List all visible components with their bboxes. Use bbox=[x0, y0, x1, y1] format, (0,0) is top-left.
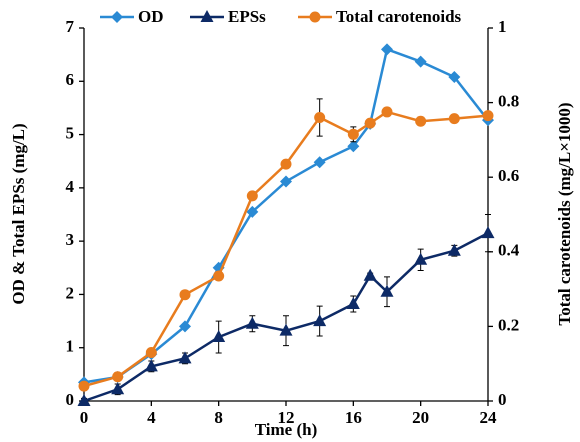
marker bbox=[77, 394, 91, 406]
marker bbox=[313, 314, 327, 327]
marker bbox=[280, 175, 292, 188]
legend-label: Total carotenoids bbox=[336, 7, 462, 26]
x-tick-label: 12 bbox=[278, 408, 295, 427]
marker bbox=[145, 347, 157, 359]
marker bbox=[313, 156, 326, 169]
marker bbox=[178, 351, 192, 364]
y-axis-label: OD & Total EPSs (mg/L) bbox=[9, 123, 28, 304]
marker bbox=[212, 330, 226, 343]
y2-tick-label: 1 bbox=[498, 17, 507, 36]
y-tick-label: 6 bbox=[66, 70, 75, 89]
y2-tick-label: 0 bbox=[498, 390, 507, 409]
x-tick-label: 4 bbox=[147, 408, 156, 427]
x-tick-label: 8 bbox=[214, 408, 223, 427]
y2-tick-label: 0.8 bbox=[498, 92, 519, 111]
marker bbox=[179, 289, 191, 301]
legend-marker bbox=[309, 11, 321, 23]
marker bbox=[179, 320, 191, 333]
marker bbox=[482, 110, 494, 122]
y-tick-label: 0 bbox=[66, 390, 75, 409]
marker bbox=[380, 284, 394, 297]
y2-tick-label: 0.6 bbox=[498, 166, 519, 185]
y2-tick-label: 0.2 bbox=[498, 315, 519, 334]
marker bbox=[447, 243, 461, 256]
marker bbox=[347, 140, 360, 153]
x-tick-label: 0 bbox=[80, 408, 89, 427]
y2-tick-label: 0.4 bbox=[498, 241, 520, 260]
y-tick-label: 4 bbox=[66, 177, 75, 196]
x-axis-label: Time (h) bbox=[255, 420, 318, 439]
y-tick-label: 2 bbox=[66, 283, 75, 302]
marker bbox=[280, 158, 292, 170]
y-tick-label: 1 bbox=[66, 337, 75, 356]
marker bbox=[381, 43, 393, 56]
y2-axis-label: Total carotenoids (mg/L×1000) bbox=[555, 102, 574, 325]
marker bbox=[111, 382, 125, 395]
marker bbox=[144, 359, 158, 372]
x-tick-label: 16 bbox=[345, 408, 362, 427]
x-tick-label: 24 bbox=[480, 408, 498, 427]
marker bbox=[415, 115, 427, 127]
marker bbox=[246, 190, 258, 202]
marker bbox=[481, 226, 495, 239]
series-line bbox=[83, 110, 489, 388]
marker bbox=[448, 71, 461, 84]
legend-label: OD bbox=[138, 7, 164, 26]
marker bbox=[245, 316, 259, 329]
marker bbox=[414, 252, 428, 265]
y-tick-label: 3 bbox=[66, 230, 75, 249]
marker bbox=[279, 323, 293, 336]
marker bbox=[213, 270, 225, 282]
legend-marker bbox=[200, 10, 214, 22]
marker bbox=[347, 128, 359, 140]
marker bbox=[381, 106, 393, 118]
marker bbox=[314, 112, 326, 124]
marker bbox=[363, 268, 377, 281]
marker bbox=[364, 117, 376, 129]
series-line bbox=[83, 232, 489, 403]
series-line bbox=[83, 47, 489, 384]
y-tick-label: 5 bbox=[66, 123, 75, 142]
legend-label: EPSs bbox=[228, 7, 266, 26]
marker bbox=[448, 113, 460, 125]
marker bbox=[346, 297, 360, 310]
marker bbox=[112, 371, 124, 383]
y-tick-label: 7 bbox=[66, 17, 75, 36]
x-tick-label: 20 bbox=[412, 408, 429, 427]
marker bbox=[246, 205, 259, 218]
marker bbox=[414, 55, 427, 68]
marker bbox=[78, 380, 90, 392]
legend-marker bbox=[111, 11, 123, 23]
